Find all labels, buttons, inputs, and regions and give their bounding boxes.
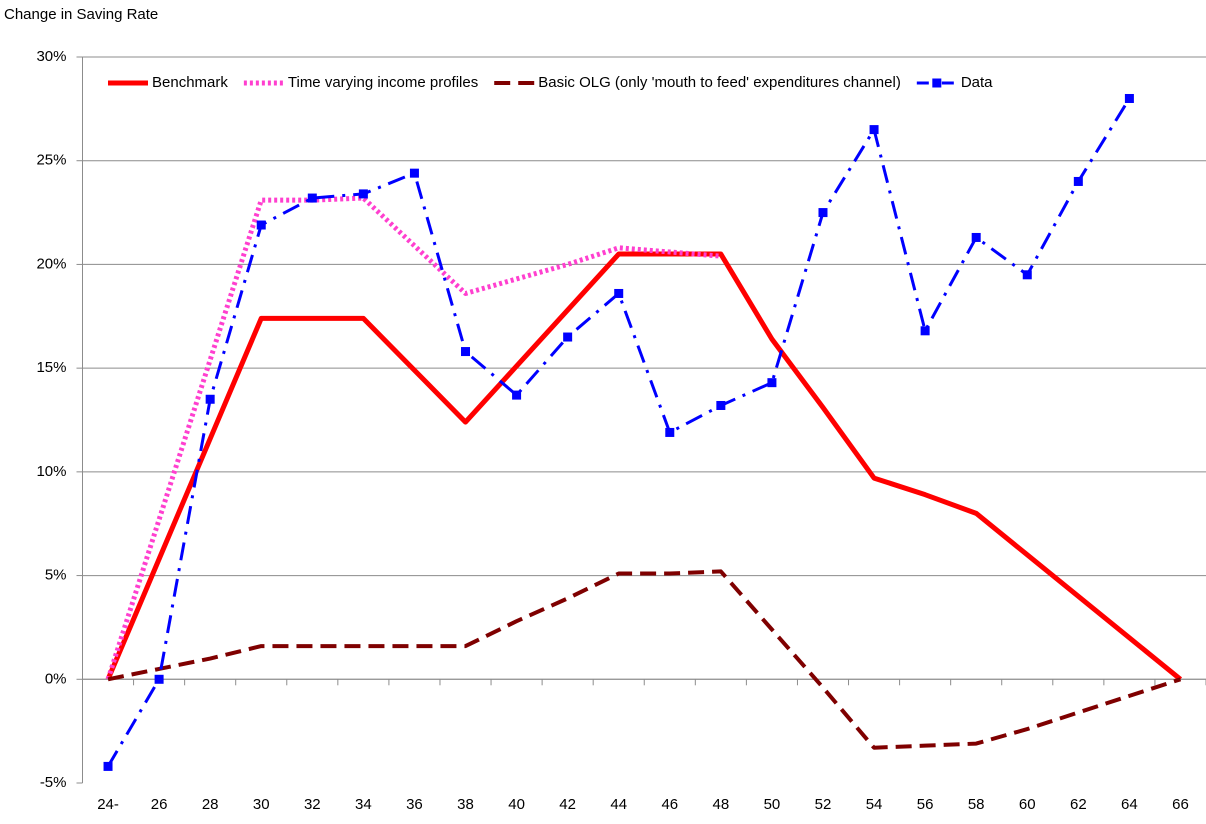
data-point	[920, 326, 930, 336]
x-tick-label: 50	[764, 796, 781, 813]
y-tick-label: 10%	[36, 463, 66, 480]
x-tick-label: 34	[355, 796, 372, 813]
x-tick-label: 48	[713, 796, 730, 813]
x-tick-label: 44	[610, 796, 627, 813]
y-tick-label: 5%	[45, 567, 67, 584]
x-tick-label: 58	[968, 796, 985, 813]
data-point	[1073, 176, 1083, 186]
data-point	[256, 220, 266, 230]
x-tick-label: 26	[151, 796, 168, 813]
data-point	[869, 125, 879, 135]
data-point	[1124, 93, 1134, 103]
x-tick-label: 46	[661, 796, 678, 813]
x-tick-label: 42	[559, 796, 576, 813]
y-axis-title: Change in Saving Rate	[4, 6, 158, 23]
x-tick-label: 28	[202, 796, 219, 813]
x-tick-label: 56	[917, 796, 934, 813]
data-point	[716, 400, 726, 410]
x-tick-label: 24-	[97, 796, 119, 813]
legend-label: Benchmark	[152, 74, 228, 91]
x-tick-label: 32	[304, 796, 321, 813]
y-tick-label: 0%	[45, 670, 67, 687]
legend-label: Basic OLG (only 'mouth to feed' expendit…	[538, 74, 901, 91]
data-point	[614, 288, 624, 298]
series-line	[106, 97, 1131, 768]
x-tick-label: 62	[1070, 796, 1087, 813]
legend: Benchmark Time varying income profiles Bas…	[100, 66, 1009, 100]
series-line	[107, 569, 1182, 750]
y-tick-label: 30%	[36, 48, 66, 65]
data-point	[818, 208, 828, 218]
x-tick-label: 60	[1019, 796, 1036, 813]
x-tick-label: 40	[508, 796, 525, 813]
data-point	[154, 674, 164, 684]
legend-label: Time varying income profiles	[288, 74, 478, 91]
data-point	[307, 193, 317, 203]
y-tick-label: 25%	[36, 152, 66, 169]
data-point	[1022, 270, 1032, 280]
data-point	[358, 189, 368, 199]
y-tick-label: 20%	[36, 255, 66, 272]
y-tick-label: 15%	[36, 359, 66, 376]
x-tick-label: 66	[1172, 796, 1189, 813]
data-point	[512, 390, 522, 400]
x-tick-label: 64	[1121, 796, 1138, 813]
data-point	[767, 378, 777, 388]
data-point	[665, 427, 675, 437]
y-tick-label: -5%	[40, 774, 67, 791]
data-point	[103, 761, 113, 771]
data-point	[461, 347, 471, 357]
series-line	[105, 251, 1183, 682]
x-tick-label: 54	[866, 796, 883, 813]
legend-label: Data	[961, 74, 993, 91]
data-point	[971, 232, 981, 242]
data-point	[205, 394, 215, 404]
x-tick-label: 38	[457, 796, 474, 813]
x-tick-label: 30	[253, 796, 270, 813]
data-point	[409, 168, 419, 178]
series-line	[105, 195, 722, 681]
x-tick-label: 36	[406, 796, 423, 813]
legend-marker	[932, 78, 942, 88]
data-point	[563, 332, 573, 342]
x-tick-label: 52	[815, 796, 832, 813]
